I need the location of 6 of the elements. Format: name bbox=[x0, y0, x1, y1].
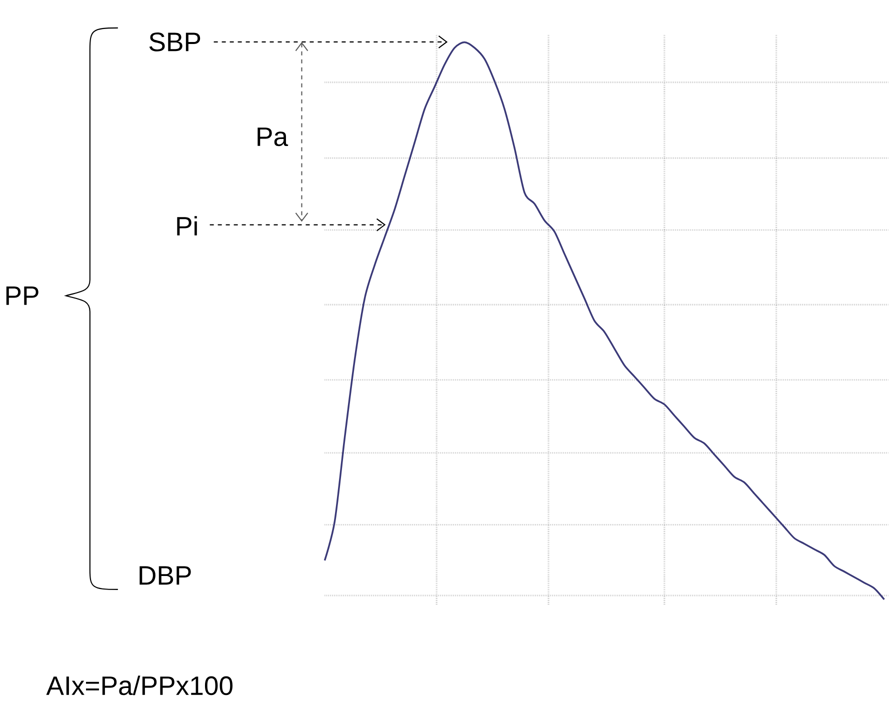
text: PP bbox=[6, 286, 38, 305]
text: Pi bbox=[177, 216, 197, 236]
text: AIx=Pa/PPx100 bbox=[46, 675, 233, 695]
text: Pa bbox=[258, 127, 288, 146]
text: DBP bbox=[140, 566, 191, 584]
text: SBP bbox=[149, 32, 200, 52]
